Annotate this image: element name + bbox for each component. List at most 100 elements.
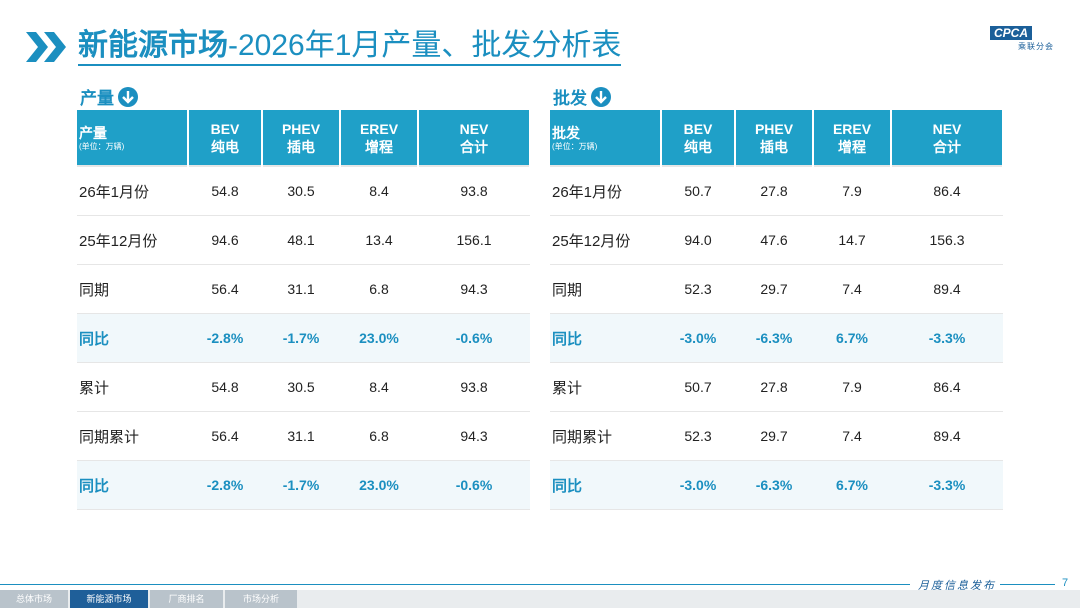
cell: 54.8 [188,165,262,216]
table-row: 同比 -3.0% -6.3% 6.7% -3.3% [550,460,1003,510]
table-row: 累计 50.7 27.8 7.9 86.4 [550,362,1003,412]
logo-subtitle: 乘联分会 [1018,42,1054,51]
down-arrow-icon [591,86,611,107]
nav-tab[interactable]: 总体市场 [0,590,68,608]
table-row: 累计 54.8 30.5 8.4 93.8 [77,362,530,412]
table-row: 同比 -2.8% -1.7% 23.0% -0.6% [77,460,530,510]
header-cell: BEV 纯电 [188,110,263,166]
table-body: 26年1月份 50.7 27.8 7.9 86.4 25年12月份 94.0 47.6 14.7… [550,165,1003,510]
column-name: EREV [832,120,872,137]
cell: 29.7 [735,411,813,461]
unit-label: (单位：万辆) [79,141,125,151]
cell: 6.7% [813,460,891,510]
down-arrow-icon [118,86,138,107]
cell: 89.4 [891,264,1003,314]
data-table: 批发 (单位：万辆) BEV 纯电 PHEV 插电 EREV 增程 NEV 合计 26年1月份 50.… [550,110,1004,510]
nav-tab[interactable]: 厂商排名 [150,590,223,608]
footer-tabs: 总体市场 新能源市场 厂商排名 市场分析 [0,590,1080,608]
cell: 86.4 [891,165,1003,216]
cell: 94.3 [418,411,530,461]
header-label: 产量 [79,124,107,141]
header-cell: EREV 增程 [340,110,419,166]
row-label: 同比 [77,313,188,363]
cell: 94.0 [661,215,735,265]
table-row: 25年12月份 94.0 47.6 14.7 156.3 [550,215,1003,265]
cell: 29.7 [735,264,813,314]
cell: 7.4 [813,411,891,461]
cell: 56.4 [188,411,262,461]
nav-tab[interactable]: 新能源市场 [70,590,148,608]
unit-label: (单位：万辆) [552,141,598,151]
cell: 23.0% [340,313,418,363]
cell: -3.0% [661,460,735,510]
cell: -0.6% [418,460,530,510]
cell: 27.8 [735,165,813,216]
table-row: 同期 52.3 29.7 7.4 89.4 [550,264,1003,314]
header-cell: BEV 纯电 [661,110,736,166]
title: 新能源市场-2026年1月产量、批发分析表 [78,28,622,66]
cell: 56.4 [188,264,262,314]
table-row: 26年1月份 54.8 30.5 8.4 93.8 [77,165,530,216]
section-label-text: 产量 [80,89,114,108]
table-header: 批发 (单位：万辆) BEV 纯电 PHEV 插电 EREV 增程 NEV 合计 [550,110,1004,166]
cell: 8.4 [340,362,418,412]
cell: 89.4 [891,411,1003,461]
row-label: 同期累计 [550,411,661,461]
cell: 6.8 [340,264,418,314]
column-sub: 纯电 [684,138,712,155]
page-number: 7 [1062,577,1069,589]
cell: 52.3 [661,264,735,314]
data-table: 产量 (单位：万辆) BEV 纯电 PHEV 插电 EREV 增程 NEV 合计 26年1月份 54.… [77,110,531,510]
header-cell: PHEV 插电 [735,110,814,166]
table-row: 26年1月份 50.7 27.8 7.9 86.4 [550,165,1003,216]
header-label-cell: 批发 (单位：万辆) [550,110,662,166]
footer-line [1000,584,1055,585]
cell: 7.9 [813,362,891,412]
row-label: 25年12月份 [77,215,188,265]
column-name: NEV [932,120,962,137]
cell: 14.7 [813,215,891,265]
cell: 23.0% [340,460,418,510]
cell: 94.3 [418,264,530,314]
cell: 93.8 [418,165,530,216]
header-cell: EREV 增程 [813,110,892,166]
header-label-cell: 产量 (单位：万辆) [77,110,189,166]
cell: 31.1 [262,264,340,314]
column-name: PHEV [281,120,321,137]
cell: 8.4 [340,165,418,216]
row-label: 累计 [77,362,188,412]
section-label: 产量 [80,84,139,109]
column-sub: 合计 [933,138,961,155]
table-row: 25年12月份 94.6 48.1 13.4 156.1 [77,215,530,265]
cell: -3.3% [891,313,1003,363]
column-name: EREV [359,120,399,137]
cell: -6.3% [735,313,813,363]
table-row: 同比 -2.8% -1.7% 23.0% -0.6% [77,313,530,363]
title-rest: -2026年1月产量、批发分析表 [228,29,622,62]
footer-line [0,584,910,585]
row-label: 同期累计 [77,411,188,461]
header-cell: NEV 合计 [418,110,531,166]
section-label-text: 批发 [553,89,587,108]
cell: 47.6 [735,215,813,265]
row-label: 26年1月份 [550,165,661,216]
cell: 93.8 [418,362,530,412]
column-name: PHEV [754,120,794,137]
cell: 156.3 [891,215,1003,265]
logo: CPCA [990,26,1033,40]
column-name: NEV [459,120,489,137]
cell: 7.9 [813,165,891,216]
cell: -3.0% [661,313,735,363]
nav-tab[interactable]: 市场分析 [225,590,297,608]
cell: 13.4 [340,215,418,265]
chevron-icon [26,32,66,62]
cell: -0.6% [418,313,530,363]
column-name: BEV [210,120,240,137]
row-label: 25年12月份 [550,215,661,265]
cell: 156.1 [418,215,530,265]
row-label: 同比 [550,313,661,363]
cell: 7.4 [813,264,891,314]
cell: -1.7% [262,313,340,363]
row-label: 同期 [550,264,661,314]
